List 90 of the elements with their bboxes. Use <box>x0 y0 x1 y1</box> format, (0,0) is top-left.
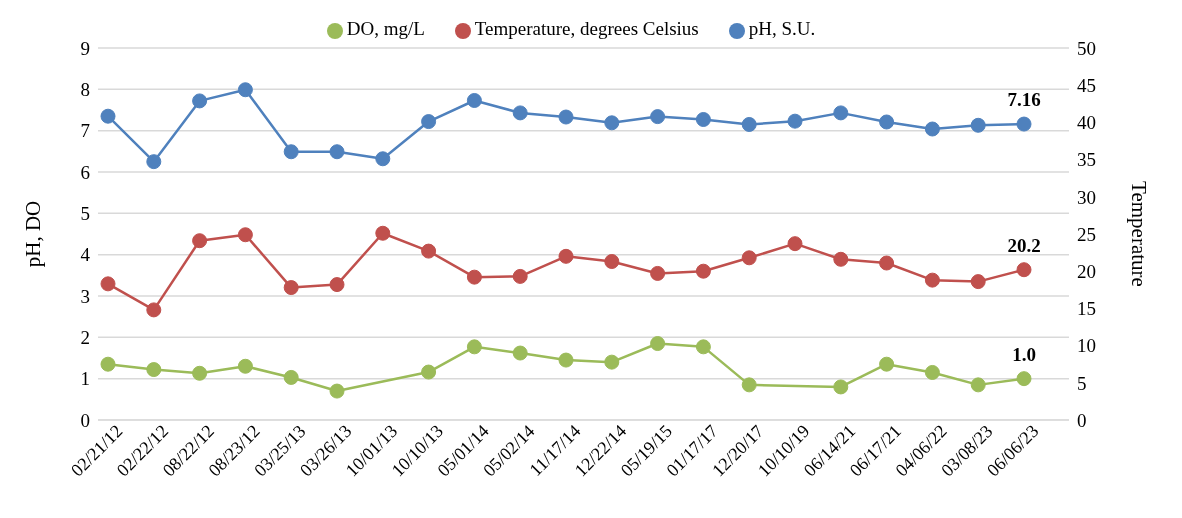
data-label: 20.2 <box>1007 234 1041 256</box>
point <box>466 339 482 355</box>
point <box>421 364 437 380</box>
y-tick-label: 4 <box>80 244 91 266</box>
y-tick-label: 7 <box>80 120 90 142</box>
point <box>879 356 895 372</box>
point <box>421 243 437 259</box>
point <box>604 354 620 370</box>
point <box>421 114 437 130</box>
y2-tick-label: 30 <box>1077 186 1096 208</box>
y-axis-title: pH, DO <box>21 200 46 268</box>
point <box>1016 116 1032 132</box>
point <box>283 369 299 385</box>
point <box>695 263 711 279</box>
y2-tick-label: 10 <box>1077 335 1096 357</box>
point <box>924 121 940 137</box>
point <box>695 339 711 355</box>
point <box>192 93 208 109</box>
legend-label: pH, S.U. <box>748 18 816 39</box>
point <box>192 233 208 249</box>
point <box>604 115 620 131</box>
point <box>970 117 986 133</box>
point <box>741 116 757 132</box>
point <box>146 362 162 378</box>
point <box>100 108 116 124</box>
point <box>237 227 253 243</box>
point <box>237 358 253 374</box>
point <box>237 82 253 98</box>
y-tick-label: 8 <box>80 79 90 101</box>
point <box>833 379 849 395</box>
point <box>970 377 986 393</box>
point <box>879 114 895 130</box>
point <box>833 105 849 121</box>
point <box>741 250 757 266</box>
point <box>650 336 666 352</box>
point <box>650 109 666 125</box>
point <box>558 109 574 125</box>
legend-label: DO, mg/L <box>346 18 425 39</box>
point <box>512 345 528 361</box>
point <box>283 144 299 160</box>
y2-tick-label: 20 <box>1077 260 1096 282</box>
point <box>146 302 162 318</box>
y-tick-label: 2 <box>80 327 90 349</box>
point <box>650 265 666 281</box>
legend-label: Temperature, degrees Celsius <box>474 18 699 39</box>
y2-tick-label: 25 <box>1077 223 1096 245</box>
point <box>283 280 299 296</box>
point <box>100 356 116 372</box>
y-tick-label: 6 <box>80 161 90 183</box>
point <box>329 383 345 399</box>
point <box>329 277 345 293</box>
point <box>1016 371 1032 387</box>
point <box>879 255 895 271</box>
y2-tick-label: 5 <box>1077 372 1087 394</box>
point <box>100 276 116 292</box>
data-label: 1.0 <box>1012 343 1036 365</box>
point <box>192 365 208 381</box>
y2-tick-label: 0 <box>1077 409 1087 431</box>
point <box>787 113 803 129</box>
point <box>512 105 528 121</box>
data-label: 7.16 <box>1007 89 1041 111</box>
point <box>512 268 528 284</box>
point <box>146 154 162 170</box>
point <box>466 92 482 108</box>
y-tick-label: 3 <box>80 285 90 307</box>
y2-tick-label: 40 <box>1077 112 1096 134</box>
point <box>695 112 711 128</box>
y2-tick-label: 15 <box>1077 298 1096 320</box>
y2-axis-title: Temperature <box>1126 181 1151 287</box>
point <box>558 352 574 368</box>
point <box>375 151 391 167</box>
y-tick-label: 5 <box>80 203 90 225</box>
point <box>466 269 482 285</box>
y2-tick-label: 50 <box>1077 37 1096 59</box>
point <box>833 251 849 267</box>
point <box>924 272 940 288</box>
point <box>375 225 391 241</box>
point <box>970 274 986 290</box>
point <box>741 377 757 393</box>
y-tick-label: 0 <box>80 409 90 431</box>
y-tick-label: 9 <box>80 37 90 59</box>
point <box>329 144 345 160</box>
point <box>924 364 940 380</box>
point <box>558 248 574 264</box>
point <box>1016 262 1032 278</box>
y2-tick-label: 45 <box>1077 74 1096 96</box>
y2-tick-label: 35 <box>1077 149 1096 171</box>
y-tick-label: 1 <box>80 368 90 390</box>
point <box>787 236 803 252</box>
point <box>604 254 620 270</box>
